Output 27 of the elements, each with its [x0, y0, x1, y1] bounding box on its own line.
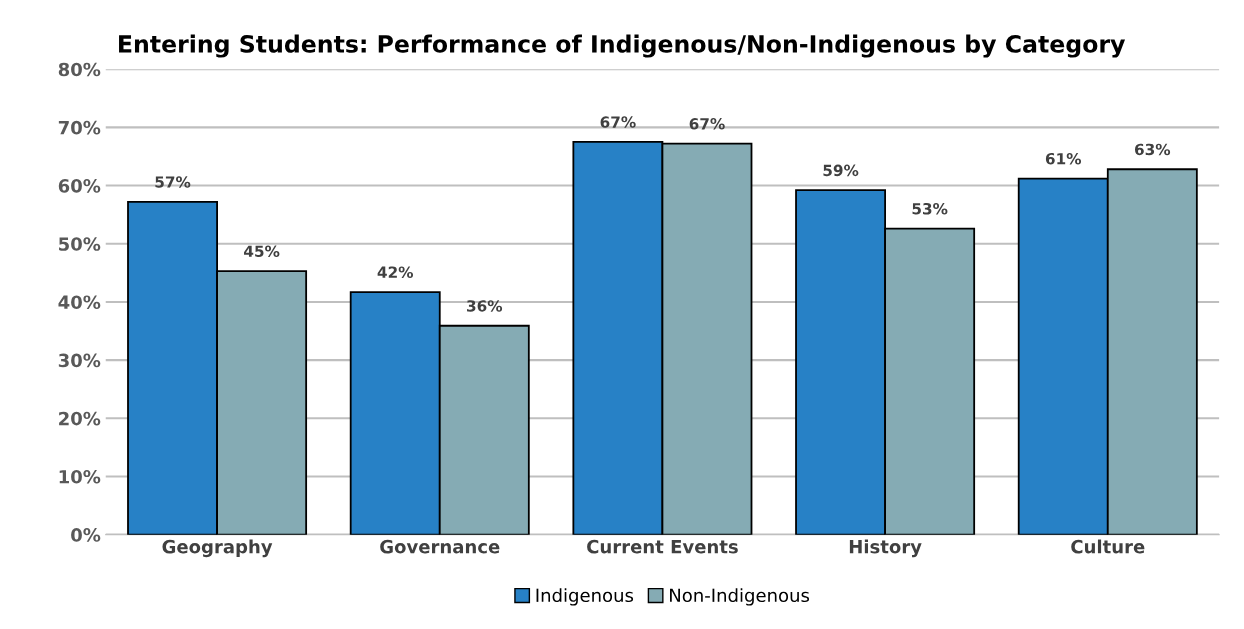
data-label: 53%	[912, 202, 948, 215]
data-label: 67%	[689, 118, 725, 130]
y-tick-label: 80%	[58, 62, 101, 77]
x-tick-label: Current Events	[587, 539, 738, 554]
data-label: 36%	[467, 300, 503, 312]
x-tick-label: Culture	[1071, 539, 1145, 554]
y-tick-label: 30%	[58, 353, 101, 368]
x-tick-label: History	[849, 539, 922, 558]
data-label: 61%	[1045, 152, 1082, 165]
y-tick-label: 60%	[58, 179, 101, 193]
data-label: 63%	[1134, 143, 1171, 156]
data-label: 42%	[377, 266, 414, 278]
data-label: 45%	[244, 245, 280, 258]
legend-label: Indigenous	[536, 588, 634, 606]
x-tick-label: Geography	[162, 539, 273, 558]
data-label: 67%	[600, 116, 636, 128]
y-tick-label: 20%	[59, 411, 101, 426]
data-label: 59%	[823, 164, 859, 177]
y-tick-label: 50%	[59, 237, 101, 251]
y-tick-label: 10%	[59, 469, 101, 484]
y-tick-label: 0%	[71, 528, 101, 542]
legend-label: Non-Indigenous	[670, 588, 810, 606]
x-tick-label: Governance	[380, 539, 500, 554]
chart-title: Entering Students: Performance of Indigenous/Non-Indigenous by Category	[119, 34, 1126, 58]
data-label: 57%	[155, 176, 191, 188]
y-tick-label: 40%	[58, 295, 101, 310]
y-tick-label: 70%	[58, 120, 101, 135]
